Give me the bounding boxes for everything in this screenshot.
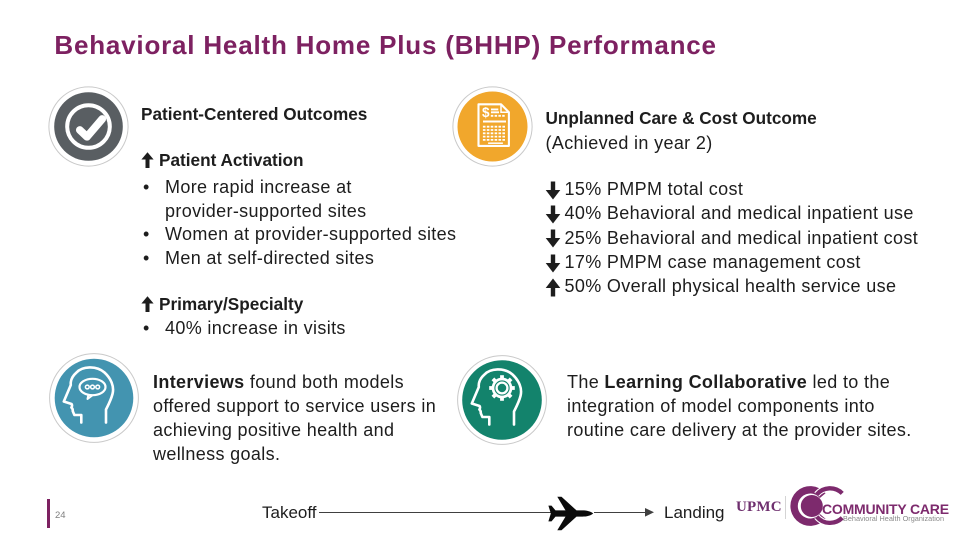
svg-text:$: $ (482, 105, 490, 120)
